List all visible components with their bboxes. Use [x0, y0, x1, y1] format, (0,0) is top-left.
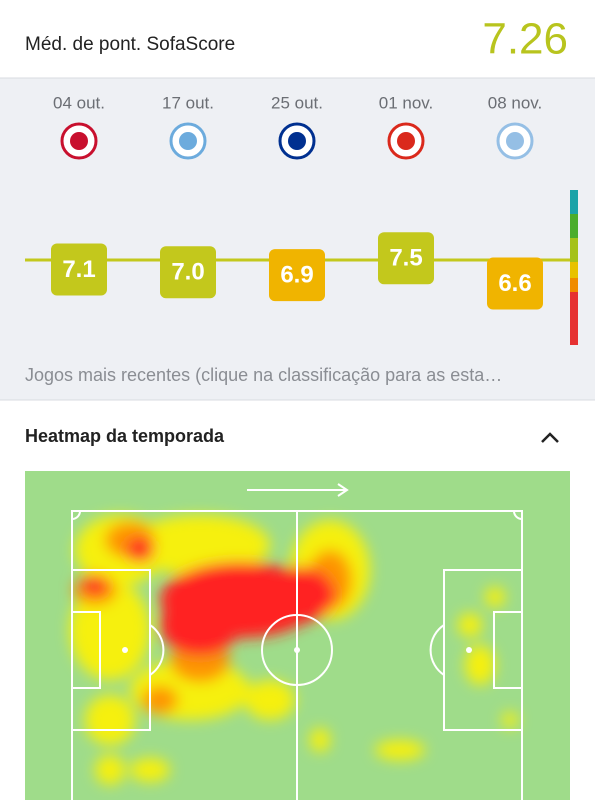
note: Jogos mais recentes (clique na classific… — [25, 365, 502, 385]
rating-badge[interactable]: 7.1 — [51, 243, 107, 296]
team-logo-inner — [506, 132, 524, 150]
direction-arrow — [247, 483, 349, 497]
header-title: Méd. de pont. SofaScore — [25, 34, 235, 55]
rating-label: 7.1 — [62, 256, 95, 283]
match-date: 25 out. — [271, 93, 323, 112]
team-logo-inner — [397, 132, 415, 150]
rating-label: 6.9 — [280, 261, 313, 288]
rating-badge[interactable]: 6.6 — [487, 257, 543, 310]
team-logo-inner — [179, 132, 197, 150]
pitch-lines — [71, 510, 523, 800]
team-logo-inner — [70, 132, 88, 150]
match-date: 04 out. — [53, 93, 105, 112]
section-title: Heatmap da temporada — [25, 426, 225, 446]
average-rating: 7.26 — [482, 15, 568, 64]
rating-badge-bg — [269, 249, 325, 302]
match-date: 08 nov. — [488, 93, 543, 112]
pitch-spots — [122, 647, 472, 653]
rating-label: 7.0 — [171, 259, 204, 286]
rating-badge-bg — [51, 243, 107, 296]
rating-scale — [570, 190, 578, 345]
rating-badge[interactable]: 7.5 — [378, 232, 434, 285]
rating-badge[interactable]: 7.0 — [160, 246, 216, 299]
rating-badge-bg — [378, 232, 434, 285]
header-bg — [0, 0, 595, 78]
rating-badge[interactable]: 6.9 — [269, 249, 325, 302]
match-date: 17 out. — [162, 93, 214, 112]
rating-badge-bg — [160, 246, 216, 299]
rating-label: 6.6 — [498, 270, 531, 297]
rating-label: 7.5 — [389, 245, 422, 272]
match-date: 01 nov. — [379, 93, 434, 112]
rating-badge-bg — [487, 257, 543, 310]
team-logo-inner — [288, 132, 306, 150]
collapse-chevron[interactable] — [541, 432, 559, 443]
